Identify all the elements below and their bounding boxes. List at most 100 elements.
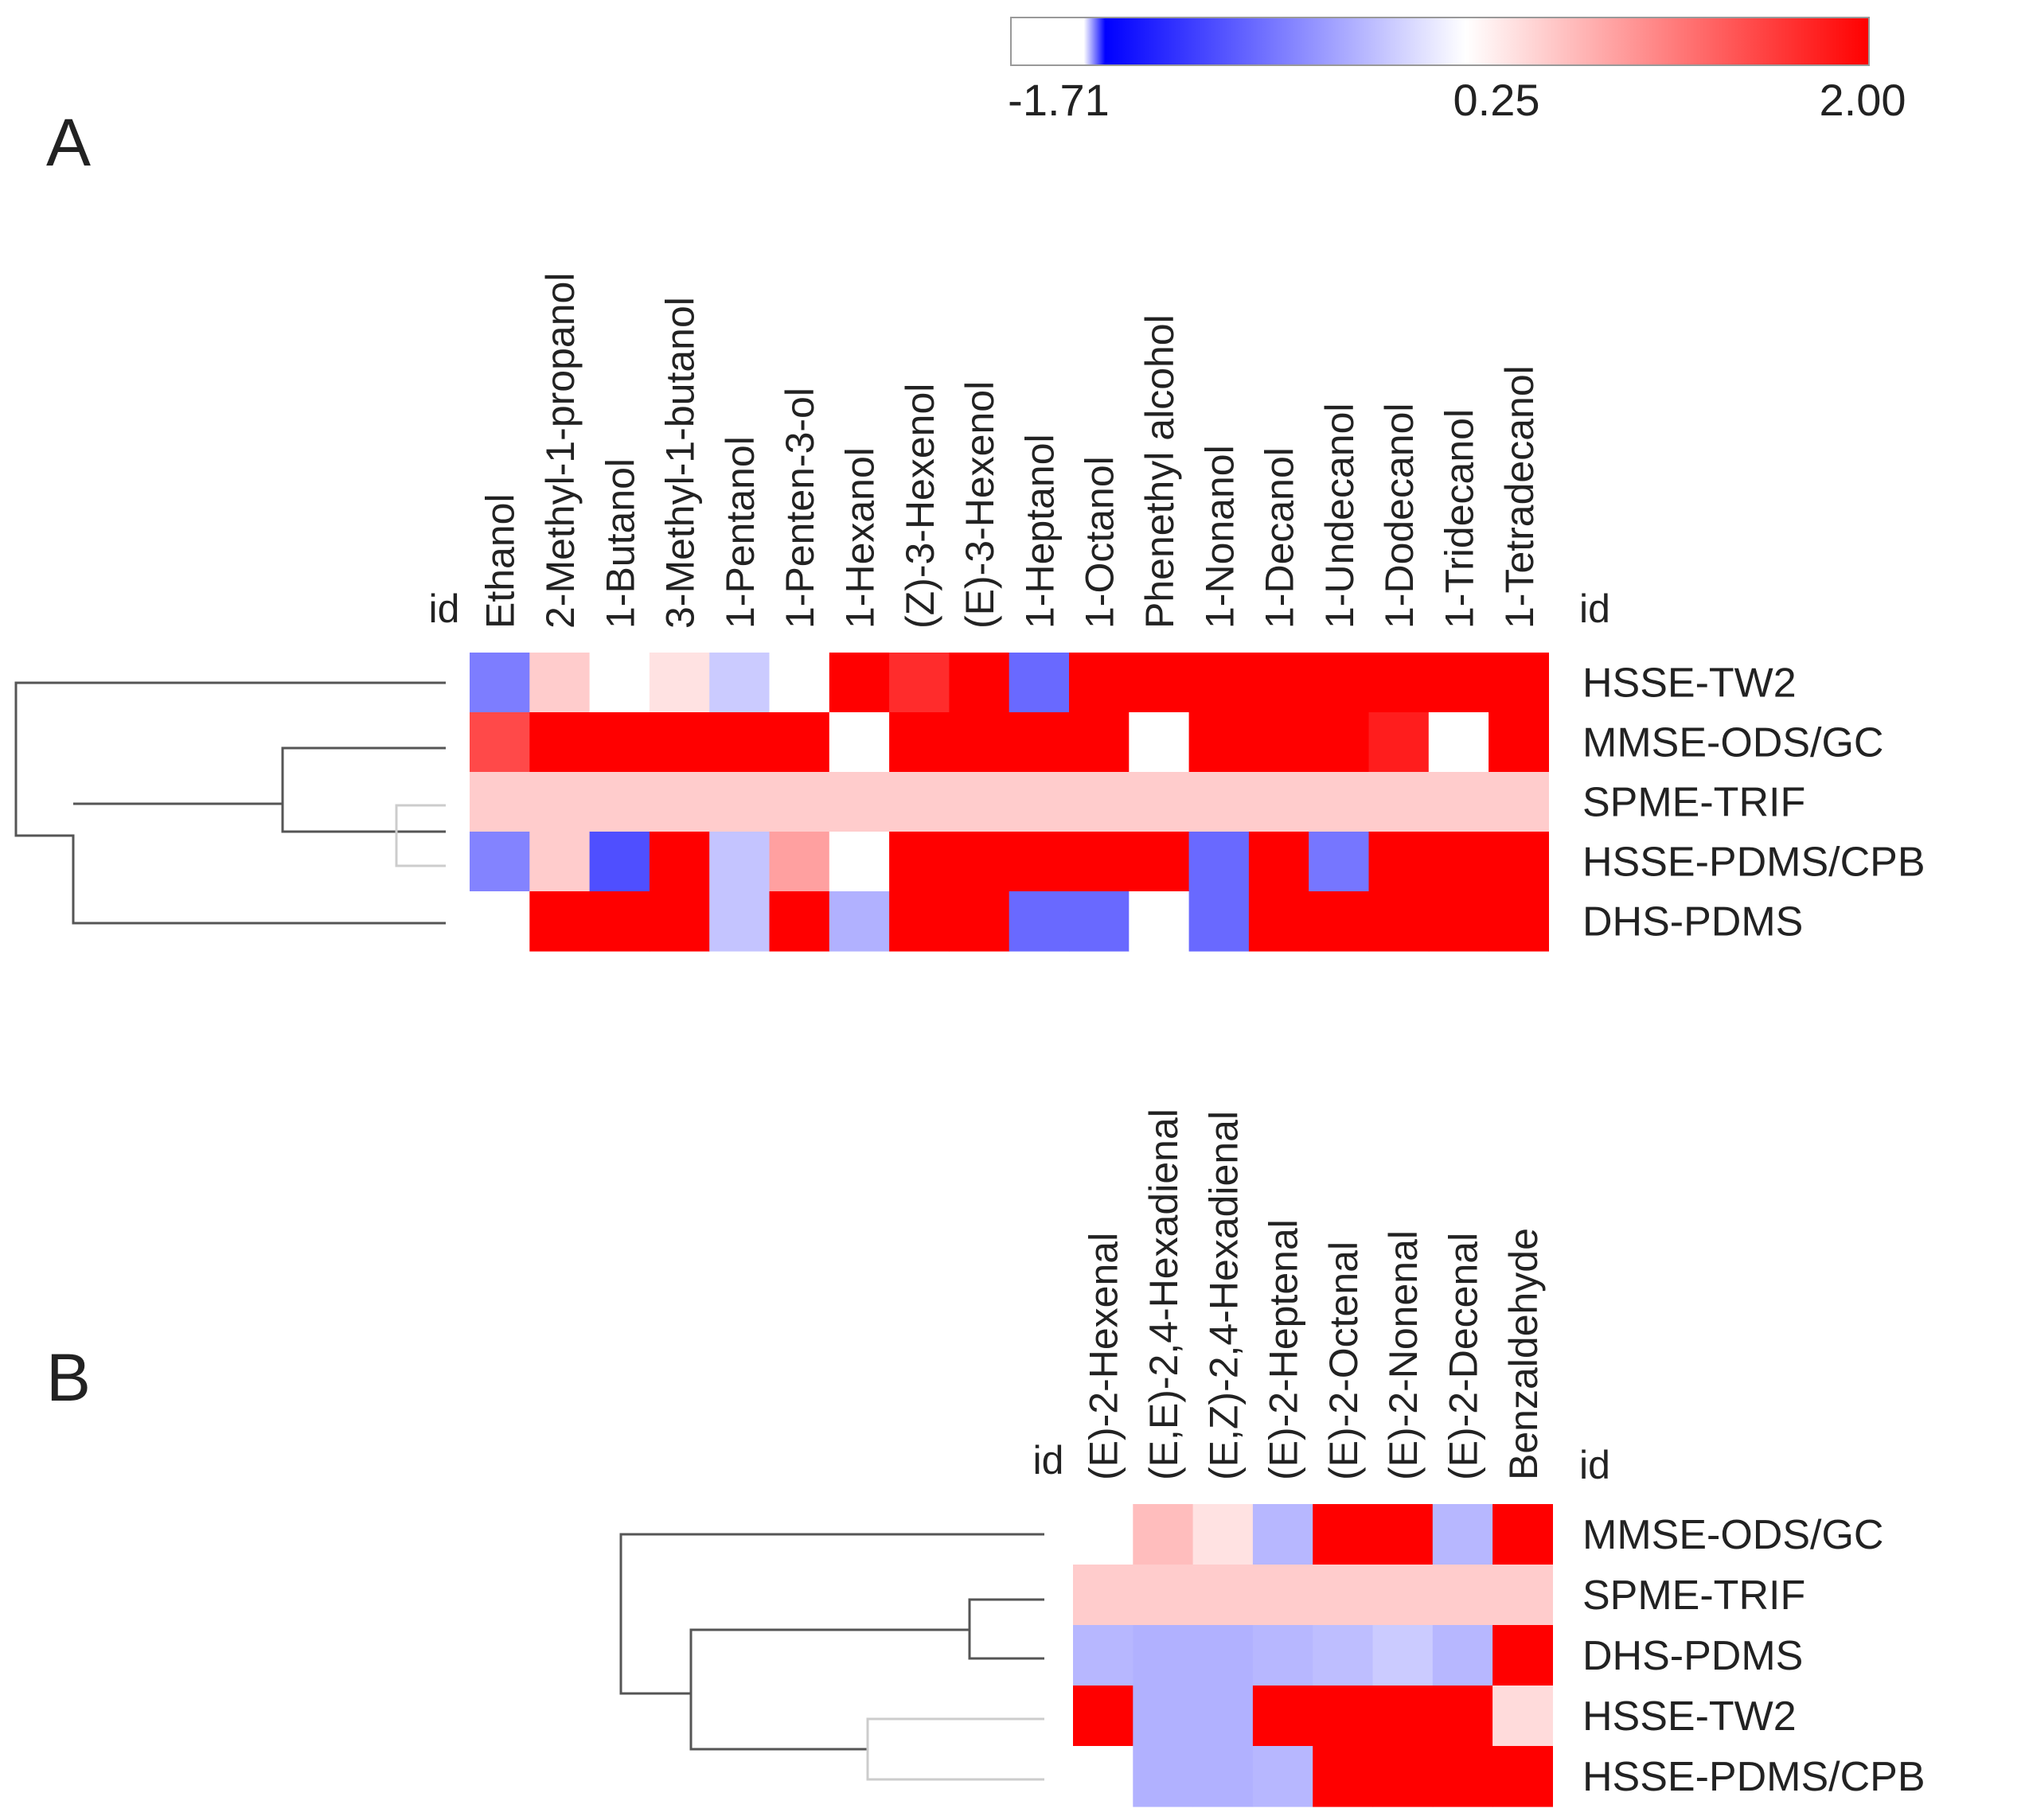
heatmap-cell (649, 772, 710, 832)
row-label: HSSE-PDMS/CPB (1582, 1754, 1926, 1800)
heatmap-cell (1432, 1746, 1493, 1807)
panel-b-row-labels: MMSE-ODS/GC SPME-TRIF DHS-PDMS HSSE-TW2 HSSE… (1582, 1512, 1926, 1800)
heatmap-cell (1133, 1504, 1194, 1565)
heatmap-cell (1489, 891, 1549, 952)
heatmap-cell (1133, 1746, 1194, 1807)
row-label: MMSE-ODS/GC (1582, 1512, 1883, 1558)
heatmap-cell (1248, 891, 1309, 952)
heatmap-cell (1133, 1625, 1194, 1686)
heatmap-cell (1372, 1686, 1434, 1747)
heatmap-cell (1009, 712, 1070, 773)
heatmap-cell (1192, 1686, 1254, 1747)
column-label: 1-Dodecanol (1377, 403, 1422, 629)
heatmap-cell (1428, 712, 1489, 773)
dendrogram-branch (73, 746, 446, 833)
column-label: (E)-2-Hexenal (1082, 1233, 1126, 1480)
panel-a-row-id-label: id (429, 587, 460, 631)
heatmap-cell (1492, 1565, 1553, 1626)
column-label: 1-Penten-3-ol (778, 388, 822, 629)
colorbar-mid-label: 0.25 (1453, 75, 1540, 125)
heatmap-cell (1248, 653, 1309, 713)
heatmap-cell (1129, 712, 1190, 773)
heatmap-cell (1313, 1504, 1374, 1565)
heatmap-cell (1309, 891, 1370, 952)
column-label: 1-Tridecanol (1437, 409, 1481, 629)
heatmap-cell (769, 772, 830, 832)
heatmap-cell (829, 772, 890, 832)
heatmap-cell (829, 712, 890, 773)
heatmap-cell (1368, 832, 1430, 892)
heatmap-cell (1069, 772, 1130, 832)
heatmap-cell (1428, 772, 1489, 832)
column-label: 1-Octanol (1078, 456, 1122, 629)
heatmap-cell (1313, 1565, 1374, 1626)
heatmap-cell (1432, 1504, 1493, 1565)
heatmap-cell (1248, 712, 1309, 773)
row-label: SPME-TRIF (1582, 780, 1805, 826)
heatmap-cell (649, 891, 710, 952)
heatmap-cell (1432, 1625, 1493, 1686)
column-label: 1-Decanol (1258, 447, 1302, 629)
column-label: 1-Tetradecanol (1497, 365, 1542, 629)
heatmap-cell (1492, 1686, 1553, 1747)
column-label: Benzaldehyde (1501, 1228, 1546, 1480)
heatmap-cell (1372, 1625, 1434, 1686)
heatmap-cell (1489, 832, 1549, 892)
heatmap-cell (1009, 772, 1070, 832)
heatmap-cell (1188, 712, 1250, 773)
heatmap-cell (1069, 891, 1130, 952)
panel-b: B id id (E)-2-Hexenal (E,E)-2,4-Hexadiena… (46, 1109, 1926, 1807)
column-label: (E)-2-Nonenal (1381, 1230, 1426, 1480)
heatmap-cell (1192, 1504, 1254, 1565)
heatmap-cell (470, 832, 530, 892)
column-label: (E)-2-Octenal (1321, 1241, 1366, 1480)
panel-a: A id id Ethanol 2-Methyl-1-propanol 1-Buta… (14, 105, 1926, 952)
heatmap-cell (709, 832, 771, 892)
heatmap-cell (1252, 1686, 1313, 1747)
colorbar-min-label: -1.71 (1008, 75, 1110, 125)
heatmap-cell (1372, 1504, 1434, 1565)
heatmap-cell (889, 772, 950, 832)
panel-b-column-labels: (E)-2-Hexenal (E,E)-2,4-Hexadienal (E,Z)-2… (1082, 1109, 1546, 1480)
heatmap-cell (889, 891, 950, 952)
heatmap-cell (1368, 891, 1430, 952)
heatmap-cell (1188, 891, 1250, 952)
heatmap-cell (470, 712, 530, 773)
heatmap-cell (529, 653, 591, 713)
heatmap-cell (949, 891, 1010, 952)
panel-b-label: B (46, 1340, 91, 1415)
row-label: HSSE-PDMS/CPB (1582, 840, 1926, 886)
column-label: 1-Butanol (598, 458, 642, 629)
heatmap-cell (1492, 1504, 1553, 1565)
dendrogram-branch (619, 1533, 1044, 1751)
heatmap-cell (1073, 1565, 1133, 1626)
heatmap-cell (1069, 653, 1130, 713)
row-label: DHS-PDMS (1582, 899, 1803, 945)
heatmap-cell (949, 832, 1010, 892)
heatmap-cell (1252, 1504, 1313, 1565)
heatmap-cell (1309, 653, 1370, 713)
heatmap-cell (709, 891, 771, 952)
heatmap-cell (529, 832, 591, 892)
dendrogram-branch (866, 1717, 1044, 1781)
dendrogram-branch (14, 681, 446, 925)
heatmap-cell (470, 653, 530, 713)
heatmap-cell (1129, 772, 1190, 832)
heatmap-cell (1372, 1746, 1434, 1807)
heatmap-cell (1368, 712, 1430, 773)
heatmap-cell (1248, 832, 1309, 892)
heatmap-cell (1192, 1625, 1254, 1686)
heatmap-cell (949, 772, 1010, 832)
heatmap-cell (1073, 1686, 1133, 1747)
heatmap-cell (529, 891, 591, 952)
column-label: 1-Heptanol (1017, 434, 1062, 629)
heatmap-cell (1313, 1625, 1374, 1686)
heatmap-cell (1489, 653, 1549, 713)
panel-a-col-id-label: id (1579, 587, 1610, 631)
dendrogram-branch (395, 804, 446, 867)
heatmap-cell (1489, 772, 1549, 832)
row-label: HSSE-TW2 (1582, 661, 1797, 707)
heatmap-cell (1073, 1625, 1133, 1686)
panel-a-column-labels: Ethanol 2-Methyl-1-propanol 1-Butanol 3-Met… (478, 273, 1542, 629)
